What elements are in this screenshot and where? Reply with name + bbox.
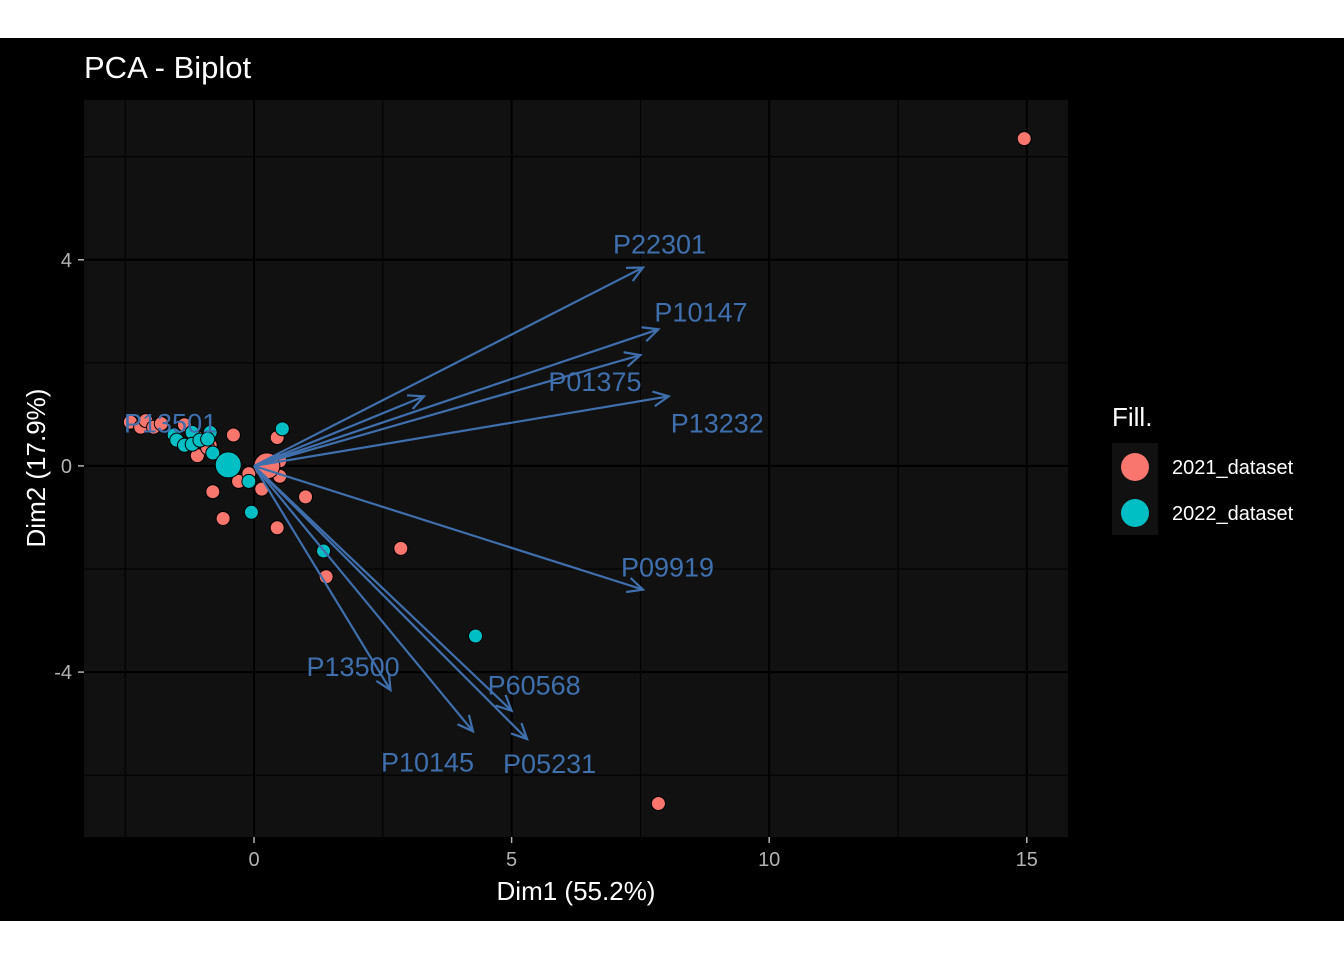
legend-key-2021-dataset bbox=[1121, 453, 1149, 481]
point-2021-dataset bbox=[254, 481, 270, 497]
centroid-2022-dataset bbox=[214, 451, 242, 479]
loading-arrow-p13232 bbox=[253, 395, 669, 468]
loading-arrowhead-p60568 bbox=[495, 694, 514, 713]
point-2022-dataset bbox=[200, 431, 216, 447]
loading-arrows: P22301 P10147 P01375 P13232 P13501 P09919 P135… bbox=[124, 230, 764, 780]
pca-biplot-figure: P22301 P10147 P01375 P13232 P13501 P09919 P135… bbox=[0, 38, 1344, 921]
x-tick-label: 5 bbox=[506, 849, 517, 871]
loading-arrowhead-p13500 bbox=[375, 673, 392, 693]
loading-arrowhead-p10147 bbox=[641, 326, 661, 343]
loading-arrowhead-p09919 bbox=[625, 577, 646, 594]
loading-label-p13500: P13500 bbox=[307, 652, 400, 682]
loading-arrowhead-p13501 bbox=[406, 394, 427, 410]
point-2022-dataset bbox=[468, 628, 484, 644]
point-2022-dataset bbox=[205, 445, 221, 461]
y-tick-label: 4 bbox=[61, 250, 72, 272]
loading-label-p09919: P09919 bbox=[621, 553, 714, 583]
loading-arrow-p13500 bbox=[253, 465, 392, 691]
loading-arrowhead-p13232 bbox=[652, 390, 672, 408]
loading-arrow-p10145 bbox=[253, 465, 474, 733]
pca-biplot-chart: P22301 P10147 P01375 P13232 P13501 P09919 P135… bbox=[21, 50, 1294, 906]
point-2021-dataset bbox=[393, 540, 409, 556]
loading-arrow-p05231 bbox=[253, 465, 528, 740]
loading-arrowhead-p10145 bbox=[457, 714, 475, 734]
legend-label-2022-dataset: 2022_dataset bbox=[1172, 503, 1294, 525]
loading-arrow-p22301 bbox=[253, 266, 644, 467]
loading-label-p10145: P10145 bbox=[381, 747, 474, 777]
loading-arrow-p09919 bbox=[253, 464, 644, 591]
loading-label-p13232: P13232 bbox=[671, 408, 764, 438]
grid bbox=[84, 100, 1068, 837]
legend-label-2021-dataset: 2021_dataset bbox=[1172, 457, 1294, 479]
axes: 0 5 10 15 -4 0 4 bbox=[54, 250, 1038, 871]
loading-arrow-p13501 bbox=[253, 395, 425, 467]
loading-arrow-p01375 bbox=[253, 354, 641, 467]
loading-label-p60568: P60568 bbox=[488, 671, 581, 701]
y-axis-title: Dim2 (17.9%) bbox=[21, 389, 51, 548]
point-2021-dataset bbox=[298, 489, 314, 505]
loading-arrowhead-p01375 bbox=[623, 351, 643, 368]
y-tick-label: -4 bbox=[54, 662, 72, 684]
x-tick-label: 0 bbox=[248, 849, 259, 871]
loading-label-p13501: P13501 bbox=[124, 408, 217, 438]
loading-label-p22301: P22301 bbox=[613, 230, 706, 260]
x-tick-label: 10 bbox=[758, 849, 780, 871]
loading-arrowhead-p05231 bbox=[510, 722, 529, 741]
x-axis-title: Dim1 (55.2%) bbox=[497, 876, 656, 906]
legend-key-2022-dataset bbox=[1121, 499, 1149, 527]
legend: Fill. 2021_dataset 2022_dataset bbox=[1112, 402, 1294, 535]
point-2021-dataset bbox=[205, 484, 221, 500]
loading-label-p10147: P10147 bbox=[654, 297, 747, 327]
loading-arrow-p60568 bbox=[253, 465, 513, 712]
point-2022-dataset bbox=[274, 421, 290, 437]
y-tick-label: 0 bbox=[61, 456, 72, 478]
chart-title: PCA - Biplot bbox=[84, 50, 252, 85]
loading-label-p05231: P05231 bbox=[503, 749, 596, 779]
point-2021-dataset bbox=[225, 427, 241, 443]
loading-label-p01375: P01375 bbox=[548, 367, 641, 397]
loading-arrowhead-p22301 bbox=[625, 266, 646, 282]
point-2021-dataset bbox=[650, 796, 666, 811]
point-2021-dataset bbox=[215, 510, 231, 526]
point-2021-dataset bbox=[1016, 131, 1032, 147]
loading-arrow-p10147 bbox=[253, 328, 659, 467]
legend-title: Fill. bbox=[1112, 402, 1152, 432]
point-2021-dataset bbox=[269, 520, 285, 536]
point-2021-dataset bbox=[153, 416, 169, 432]
x-tick-label: 15 bbox=[1016, 849, 1038, 871]
point-2022-dataset bbox=[243, 504, 259, 520]
point-2022-dataset bbox=[241, 473, 257, 489]
